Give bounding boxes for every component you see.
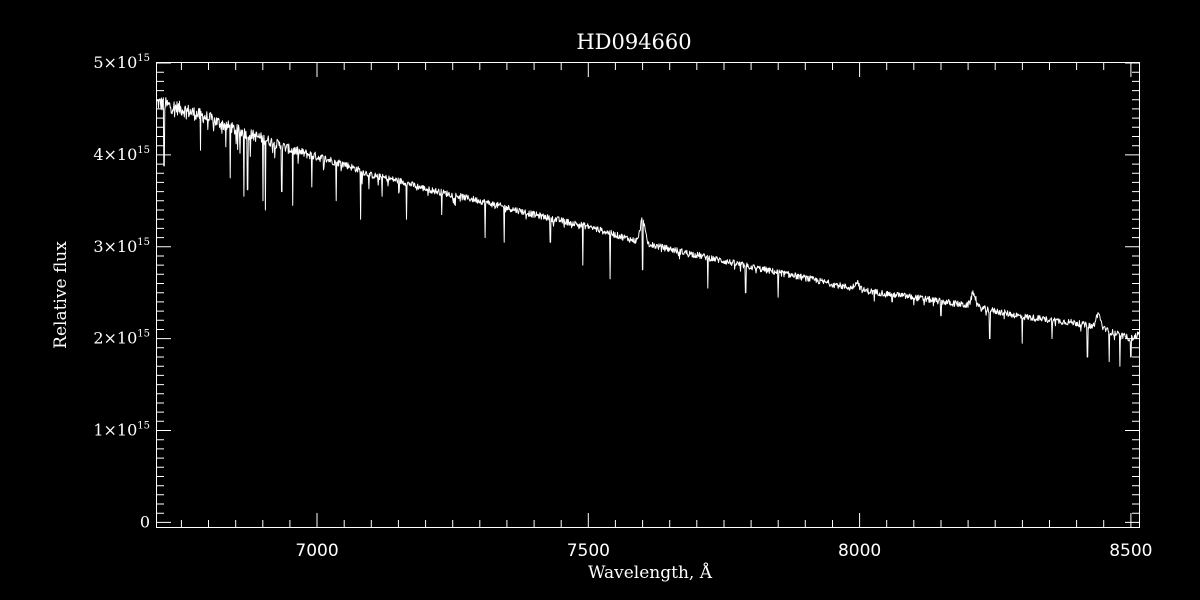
spectrum-line <box>156 97 1140 367</box>
y-tick-label: 1×1015 <box>93 421 150 440</box>
x-tick-label: 8000 <box>838 541 881 561</box>
y-tick-label: 2×1015 <box>93 329 150 348</box>
x-axis-label: Wavelength, Å <box>588 562 713 583</box>
y-tick-label: 5×1015 <box>93 53 150 72</box>
x-tick-label: 8500 <box>1109 541 1152 561</box>
y-tick-label: 0 <box>140 512 150 531</box>
y-tick-labels: 0 1×1015 2×1015 3×1015 4×1015 5×1015 <box>93 53 150 531</box>
y-axis-label: Relative flux <box>51 241 71 349</box>
plot-frame <box>156 62 1140 528</box>
chart-title: HD094660 <box>576 30 691 54</box>
y-tick-label: 3×1015 <box>93 237 150 256</box>
y-tick-label: 4×1015 <box>93 145 150 164</box>
x-tick-labels: 7000 7500 8000 8500 <box>295 541 1152 561</box>
x-tick-label: 7000 <box>295 541 338 561</box>
x-tick-label: 7500 <box>567 541 610 561</box>
tick-marks <box>157 62 1139 527</box>
axis-ticks <box>157 62 1139 527</box>
